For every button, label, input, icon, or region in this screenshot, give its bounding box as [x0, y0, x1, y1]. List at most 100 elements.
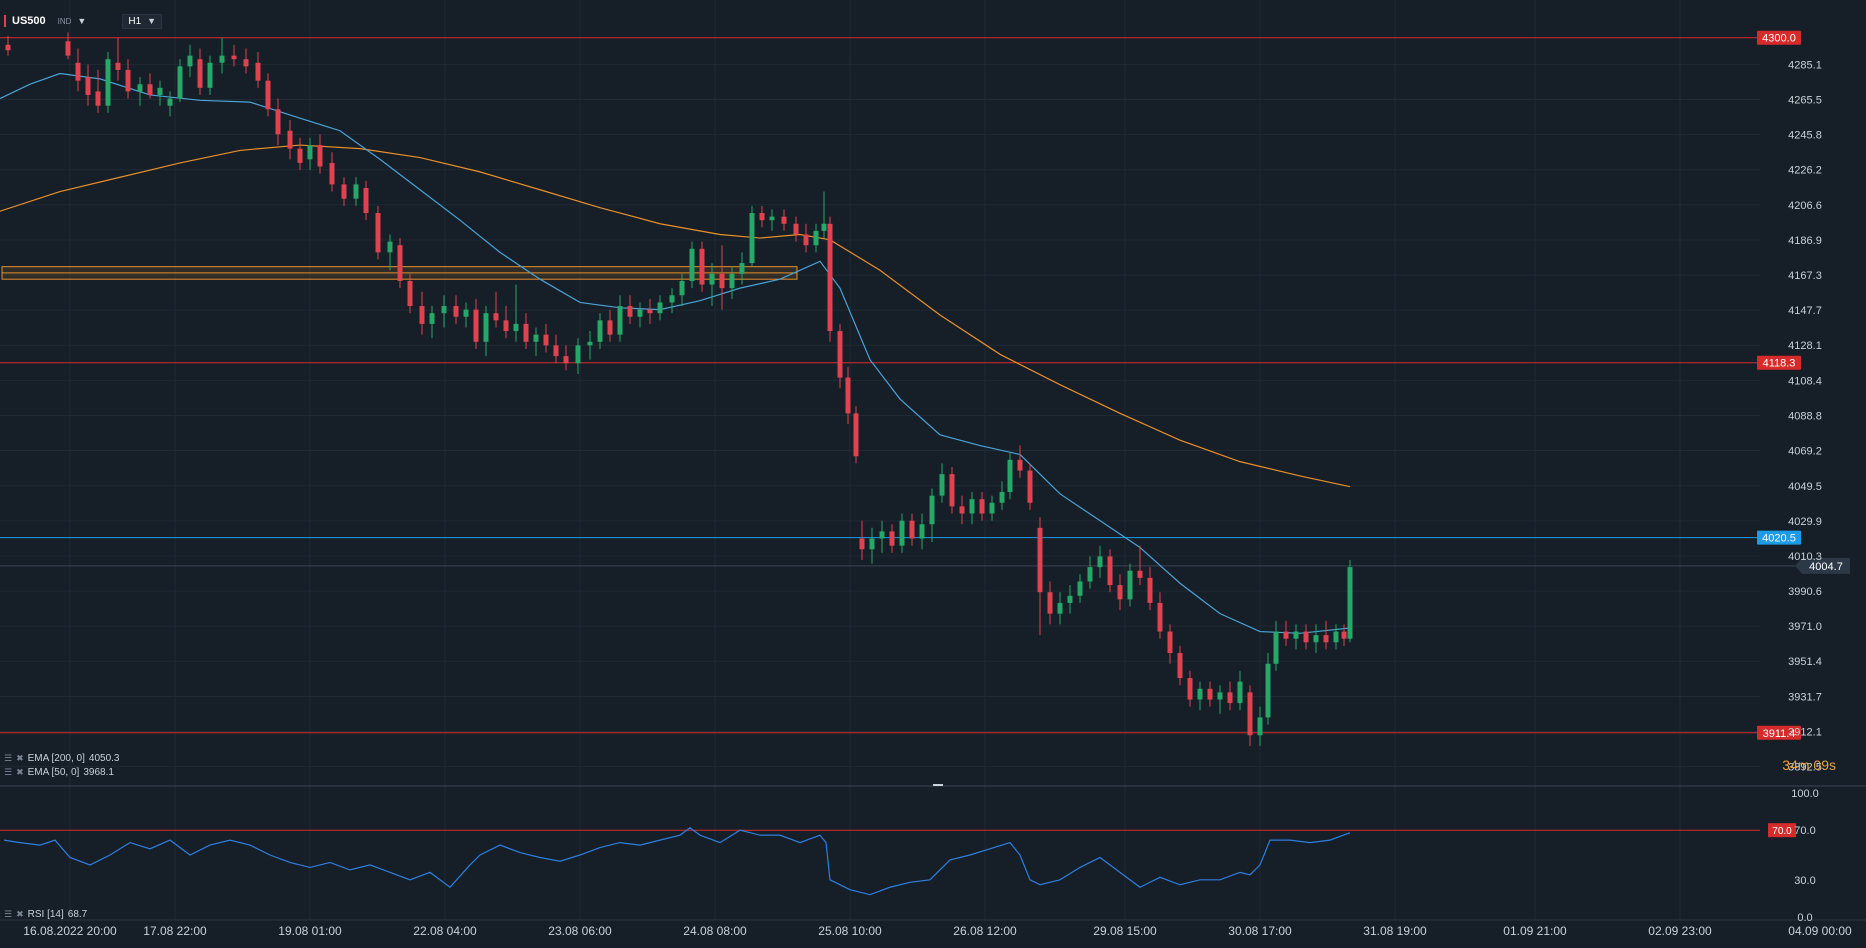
price-tick-label: 4069.2 [1788, 446, 1822, 458]
rsi-value: 68.7 [67, 909, 88, 920]
candle-body [709, 273, 715, 285]
candle-countdown: 34m 09s [1782, 757, 1836, 773]
candle-body [219, 55, 225, 63]
candle-body [363, 187, 369, 214]
settings-icon[interactable]: ☰ [4, 753, 13, 763]
candle-body [979, 499, 985, 514]
candle-body [1227, 692, 1233, 704]
close-icon[interactable]: ✖ [16, 767, 24, 777]
candle-body [397, 245, 403, 281]
candle-body [793, 223, 799, 235]
candle-body [1187, 678, 1193, 700]
candle-body [297, 148, 303, 163]
rsi-panel: 70.0 100.0 70.0 30.0 0.0 [0, 788, 1819, 924]
candle-body [699, 248, 705, 285]
current-price-label: 4004.7 [1809, 561, 1843, 573]
price-level-tag [1757, 355, 1801, 370]
settings-icon[interactable]: ☰ [4, 767, 13, 777]
price-tick-label: 4245.8 [1788, 130, 1822, 142]
symbol-name[interactable]: US500 [12, 15, 46, 27]
candle-body [637, 309, 643, 317]
candle-body [1157, 602, 1163, 632]
candle-body [1107, 556, 1113, 586]
symbol-dropdown-icon[interactable]: ▼ [77, 16, 87, 26]
candle-body [95, 91, 101, 106]
candle-body [493, 313, 499, 321]
panel-resize-handle[interactable] [933, 784, 943, 786]
candle-body [949, 474, 955, 507]
rsi-tick-label: 30.0 [1794, 875, 1815, 887]
candle-body [207, 62, 213, 88]
price-tick-label: 3990.6 [1788, 586, 1822, 598]
time-tick-label: 26.08 12:00 [953, 924, 1017, 938]
candle-body [647, 309, 653, 314]
price-tick-label: 4147.7 [1788, 305, 1822, 317]
candle-body [429, 313, 435, 324]
candle-body [781, 216, 787, 224]
candle-body [197, 59, 203, 88]
candle-body [1177, 653, 1183, 679]
timeframe-selector[interactable]: H1 ▼ [122, 13, 163, 29]
price-tick-label: 3912.1 [1788, 727, 1822, 739]
candle-body [769, 216, 775, 221]
candle-body [317, 145, 323, 167]
candle-body [243, 59, 249, 67]
candle-body [167, 98, 173, 106]
candle-body [1347, 567, 1353, 639]
price-tick-label: 4049.5 [1788, 481, 1822, 493]
candle-body [821, 223, 827, 231]
price-tick-label: 3931.7 [1788, 691, 1822, 703]
rsi-label: RSI [14] [27, 909, 64, 920]
candle-body [1283, 631, 1289, 639]
candle-body [959, 506, 965, 514]
candle-body [1057, 602, 1063, 614]
rsi-tick-label: 70.0 [1794, 825, 1815, 837]
candle-body [689, 248, 695, 281]
price-tick-label: 4010.3 [1788, 551, 1822, 563]
candle-body [969, 499, 975, 514]
candle-body [869, 538, 875, 550]
candle-body [553, 345, 559, 357]
rsi-tick-label: 0.0 [1797, 912, 1812, 924]
candle-body [473, 309, 479, 342]
price-level-tag [1757, 725, 1801, 740]
symbol-color-marker [4, 15, 6, 27]
price-tick-label: 4265.5 [1788, 94, 1822, 106]
market-tag: IND [57, 16, 72, 26]
price-tick-label: 4088.8 [1788, 410, 1822, 422]
candle-body [999, 492, 1005, 503]
settings-icon[interactable]: ☰ [4, 909, 13, 919]
time-axis: 16.08.2022 20:00 17.08 22:00 19.08 01:00 22… [23, 924, 1852, 938]
close-icon[interactable]: ✖ [16, 909, 24, 919]
price-axis: 4285.1 4265.5 4245.8 4226.2 4206.6 4186.9 4167… [1788, 59, 1822, 773]
candle-body [1265, 663, 1271, 718]
candle-body [739, 263, 745, 274]
candle-body [1207, 688, 1213, 700]
candle-body [837, 331, 843, 378]
candle-body [5, 44, 11, 51]
candle-body [587, 341, 593, 346]
price-tick-label: 4226.2 [1788, 165, 1822, 177]
candle-body [483, 313, 489, 342]
candle-body [1127, 570, 1133, 600]
time-tick-label: 25.08 10:00 [818, 924, 882, 938]
price-level-tag-label: 4020.5 [1762, 533, 1796, 545]
candle-body [1037, 527, 1043, 593]
close-icon[interactable]: ✖ [16, 753, 24, 763]
time-tick-label: 22.08 04:00 [413, 924, 477, 938]
candle-body [1257, 717, 1263, 736]
candle-body [759, 213, 765, 221]
price-level-tag [1757, 30, 1801, 45]
candle-body [523, 323, 529, 342]
candle-body [1047, 592, 1053, 614]
rsi-line [3, 826, 1351, 896]
candle-body [813, 230, 819, 246]
candle-body [177, 66, 183, 99]
time-tick-label: 02.09 23:00 [1648, 924, 1712, 938]
candle-body [749, 213, 755, 264]
candle-body [1147, 577, 1153, 603]
candle-body [85, 77, 91, 95]
candle-body [1313, 635, 1319, 643]
candle-body [1017, 459, 1023, 471]
